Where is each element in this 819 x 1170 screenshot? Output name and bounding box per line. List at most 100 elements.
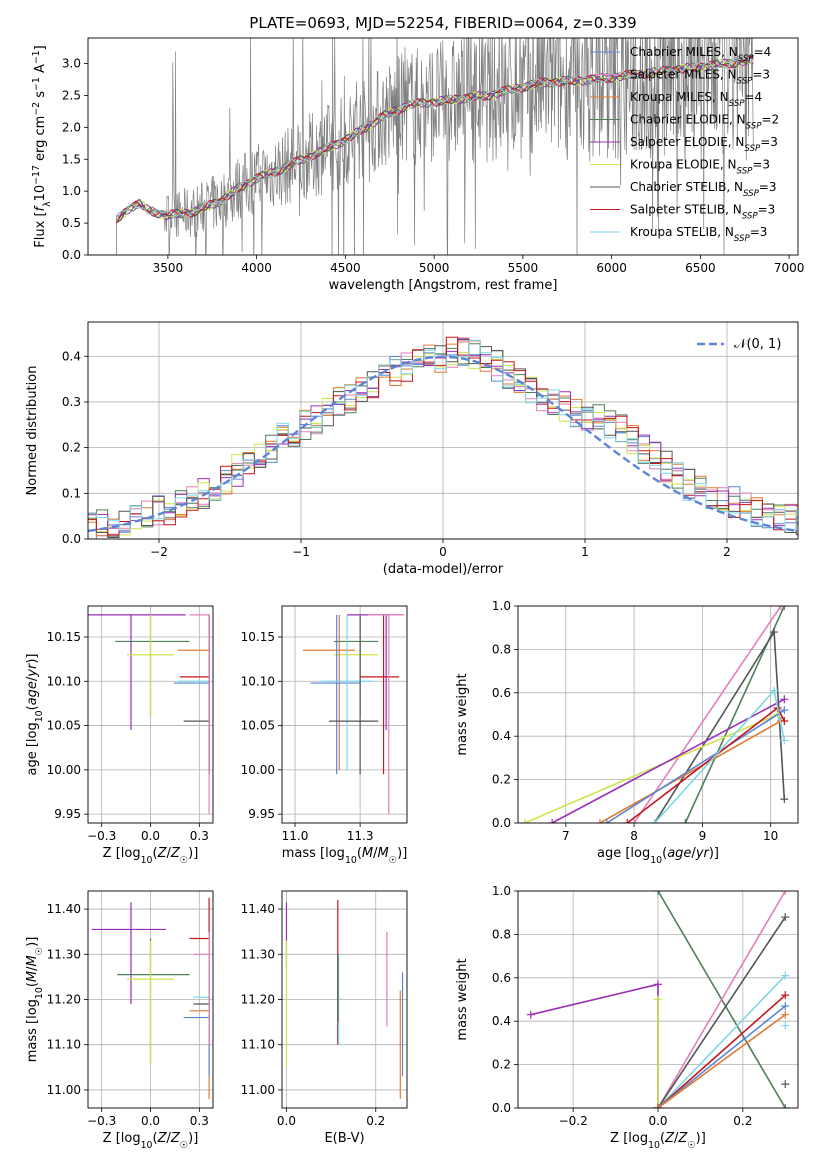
plot-frame [281, 890, 408, 1109]
y-tick-label: 2.5 [62, 88, 81, 102]
x-tick-label: 0.0 [141, 829, 160, 843]
weight-marker [681, 819, 690, 823]
chart-mass-vs-EBV: 0.0 0.2 11.00 11.10 11.20 11.30 11.40 E(B-V) [241, 890, 408, 1146]
weight-marker [781, 971, 790, 980]
weight-marker [776, 606, 785, 610]
x-axis-label: E(B-V) [324, 1131, 364, 1146]
x-tick-label: 0.3 [190, 1114, 209, 1128]
y-tick-label: 11.40 [47, 902, 81, 916]
x-tick-label: −1 [292, 545, 310, 559]
weight-marker [780, 736, 789, 745]
y-tick-label: 1.0 [62, 184, 81, 198]
weight-marker [781, 1021, 790, 1030]
x-axis-label: (data-model)/error [383, 562, 504, 577]
x-tick-label: −2 [150, 545, 168, 559]
plot-area [115, 38, 754, 255]
x-tick-label: 0.0 [141, 1114, 160, 1128]
y-axis-label: mass weight [455, 958, 470, 1040]
x-tick-label: 4000 [241, 261, 272, 275]
x-tick-label: 10 [763, 829, 778, 843]
chart-mass-vs-Z: −0.3 0.0 0.3 11.00 11.10 11.20 11.30 11.40 Z [lo… [25, 890, 214, 1151]
x-tick-label: 0.2 [366, 1114, 385, 1128]
y-tick-label: 11.30 [47, 947, 81, 961]
y-tick-label: 11.20 [47, 993, 81, 1007]
x-tick-label: 5500 [508, 261, 539, 275]
weight-marker [780, 695, 789, 704]
legend-entry: Kroupa MILES, NSSP=4 [630, 90, 762, 109]
y-tick-label: 11.00 [241, 1083, 275, 1097]
weight-marker [780, 795, 789, 804]
y-tick-label: 10.10 [47, 674, 81, 688]
y-axis-label: mass [log10(M/M☉)] [25, 937, 45, 1063]
weight-marker [654, 995, 662, 1004]
y-tick-label: 9.95 [54, 807, 81, 821]
y-axis-label: Normed distribution [25, 366, 40, 496]
y-tick-label: 0.1 [62, 486, 81, 500]
plot-area [88, 336, 798, 539]
x-axis-label: age [log10(age/yr)] [597, 846, 719, 866]
weight-marker [520, 819, 529, 823]
x-tick-label: 2 [723, 545, 731, 559]
x-tick-label: 0.3 [190, 829, 209, 843]
plot-frame [87, 605, 214, 824]
model-spectrum-line [115, 56, 754, 219]
y-tick-label: 0.8 [492, 927, 511, 941]
weight-marker [780, 606, 789, 610]
legend-entry: Salpeter MILES, NSSP=3 [630, 68, 770, 87]
chart-residuals: −2 −1 0 1 2 0.0 0.1 0.2 0.3 0.4 (data-model)/error… [25, 321, 799, 577]
plot-area [526, 891, 790, 1108]
y-tick-label: 10.05 [47, 719, 81, 733]
x-tick-label: 7 [562, 829, 570, 843]
y-tick-label: 1.5 [62, 152, 81, 166]
y-tick-label: 10.00 [47, 763, 81, 777]
y-tick-label: 0.8 [492, 642, 511, 656]
weight-marker [780, 717, 789, 726]
x-axis-label: wavelength [Angstrom, rest frame] [329, 278, 558, 293]
y-tick-label: 10.15 [47, 630, 81, 644]
plot-frame [87, 321, 799, 540]
x-tick-label: 7000 [774, 261, 805, 275]
y-tick-label: 1.0 [492, 884, 511, 898]
weight-marker [602, 819, 611, 823]
plot-area [88, 614, 210, 815]
y-tick-label: 9.95 [248, 807, 275, 821]
y-axis-label: age [log10(age/yr)] [25, 653, 45, 775]
y-tick-label: 10.05 [241, 719, 275, 733]
x-axis-label: Z [log10(Z/Z☉)] [610, 1131, 706, 1151]
plot-area [285, 900, 404, 1099]
chart-weight-vs-Z: −0.2 0.0 0.2 0.0 0.2 0.4 0.6 0.8 1.0 Z [log10(Z/Z… [455, 884, 799, 1151]
weight-marker [781, 891, 790, 895]
x-tick-label: 0 [439, 545, 447, 559]
weight-line [657, 891, 786, 1108]
legend-entry: Kroupa ELODIE, NSSP=3 [630, 158, 770, 177]
y-tick-label: 11.20 [241, 993, 275, 1007]
weight-line [657, 975, 786, 1108]
x-tick-label: 3500 [153, 261, 184, 275]
model-spectrum-line [115, 55, 754, 223]
y-tick-label: 11.40 [241, 902, 275, 916]
x-tick-label: 9 [699, 829, 707, 843]
plot-frame [87, 37, 799, 256]
x-tick-label: 6000 [596, 261, 627, 275]
y-tick-label: 11.10 [241, 1038, 275, 1052]
weight-marker [770, 628, 779, 637]
x-tick-label: 8 [630, 829, 638, 843]
weight-marker [650, 819, 659, 823]
x-tick-label: 0.2 [733, 1114, 752, 1128]
weight-marker [654, 1104, 662, 1108]
y-tick-label: 2.0 [62, 120, 81, 134]
weight-marker [781, 1002, 790, 1011]
y-tick-label: 0.4 [62, 349, 81, 363]
y-tick-label: 0.5 [62, 216, 81, 230]
plot-frame [281, 605, 408, 824]
weight-line [657, 916, 786, 1108]
legend-entry: Chabrier MILES, NSSP=4 [630, 45, 771, 64]
x-tick-label: 11.3 [347, 829, 374, 843]
plot-area [91, 897, 210, 1099]
y-axis-label: Flux [fλ10−17 erg cm−2 s−1 A−1] [31, 45, 53, 247]
x-axis-label: mass [log10(M/M☉)] [282, 846, 408, 866]
data-spectrum-line [116, 38, 754, 255]
weight-marker [781, 1010, 790, 1019]
chart-spectrum: 3500 4000 4500 5000 5500 6000 6500 7000 0.0 0.5 1.… [31, 37, 805, 293]
y-tick-label: 0.0 [492, 1101, 511, 1115]
